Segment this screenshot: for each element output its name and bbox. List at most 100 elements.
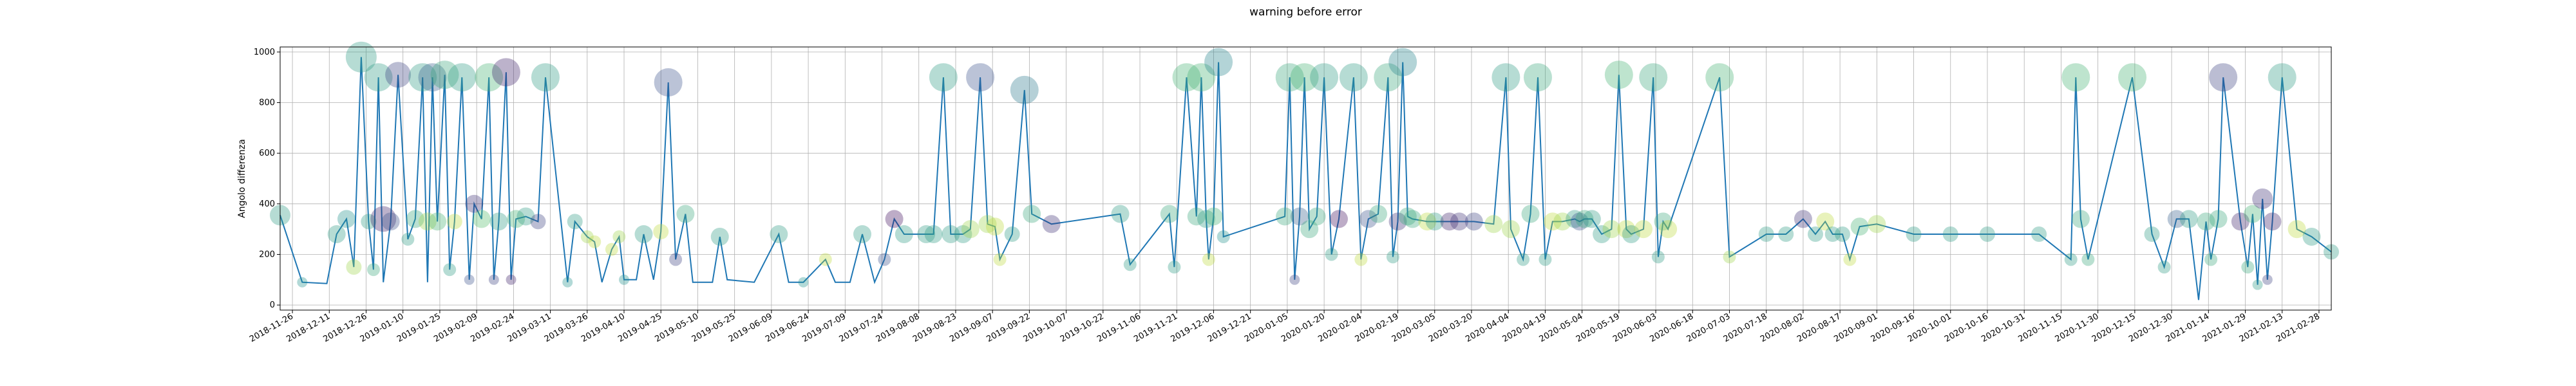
scatter-point	[1816, 212, 1835, 231]
scatter-point	[562, 277, 573, 288]
scatter-point	[1388, 48, 1417, 77]
scatter-point	[1758, 226, 1774, 243]
scatter-point	[1484, 215, 1503, 234]
y-tick-label: 0	[270, 300, 275, 310]
scatter-point	[1566, 210, 1584, 228]
scatter-point	[1111, 205, 1130, 223]
scatter-point	[1023, 205, 1041, 223]
scatter-point	[2118, 63, 2147, 92]
scatter-point	[2144, 226, 2160, 243]
scatter-point	[381, 212, 400, 231]
scatter-point	[2157, 261, 2171, 274]
scatter-point	[418, 212, 437, 231]
scatter-point	[2252, 279, 2263, 290]
scatter-point	[1307, 207, 1326, 226]
scatter-point	[993, 253, 1007, 266]
scatter-point	[878, 253, 891, 266]
scatter-point	[961, 220, 980, 239]
scatter-point	[1582, 210, 1601, 228]
scatter-point	[676, 205, 695, 223]
scatter-point	[619, 274, 630, 285]
scatter-point	[612, 230, 626, 243]
scatter-point	[2197, 212, 2215, 231]
scatter-point	[1204, 207, 1223, 226]
scatter-point	[1289, 274, 1300, 285]
scatter-point	[954, 225, 972, 244]
scatter-point	[1824, 226, 1841, 243]
scatter-point	[507, 210, 526, 228]
scatter-point	[895, 225, 913, 244]
y-axis: 0 200 400 600 800 1000	[254, 48, 280, 310]
scatter-point	[488, 274, 499, 285]
scatter-point	[337, 210, 355, 228]
scatter-point	[446, 214, 462, 230]
scatter-point	[2031, 226, 2047, 243]
scatter-point	[2209, 210, 2228, 228]
scatter-point	[1523, 63, 1552, 92]
scatter-point	[2287, 220, 2306, 239]
scatter-point	[929, 63, 958, 92]
scatter-point	[798, 277, 809, 288]
scatter-point	[530, 214, 546, 230]
scatter-point	[1807, 226, 1823, 243]
scatter-point	[634, 225, 653, 244]
scatter-point	[346, 259, 362, 275]
scatter-point	[819, 253, 832, 266]
scatter-point	[1325, 248, 1338, 261]
scatter-point	[2243, 205, 2262, 223]
scatter-point	[567, 214, 583, 230]
scatter-point	[385, 62, 412, 88]
scatter-point	[1517, 253, 1530, 266]
y-axis-label: Angolo differenza	[237, 139, 247, 218]
scatter-point	[917, 225, 936, 244]
scatter-point	[364, 63, 393, 92]
scatter-point	[1187, 207, 1206, 226]
scatter-point	[588, 235, 601, 248]
scatter-point	[443, 263, 457, 277]
scatter-point	[653, 224, 669, 240]
series-line-group	[279, 57, 2332, 300]
scatter-point	[1388, 212, 1407, 231]
scatter-point	[531, 63, 560, 92]
scatter-point	[1160, 205, 1179, 223]
scatter-point	[1275, 63, 1304, 92]
scatter-point	[710, 227, 729, 246]
scatter-point	[1042, 215, 1061, 234]
scatter-point	[1521, 205, 1540, 223]
scatter-point	[1386, 250, 1399, 264]
scatter-point	[1204, 48, 1233, 77]
scatter-point	[1834, 226, 1850, 243]
scatter-point	[2167, 210, 2186, 228]
scatter-point	[1276, 207, 1294, 226]
scatter-point	[448, 63, 477, 92]
scatter-point	[669, 253, 683, 266]
scatter-point	[978, 215, 997, 234]
scatter-point	[2262, 274, 2273, 285]
scatter-point	[366, 263, 380, 277]
scatter-point	[1593, 225, 1611, 244]
scatter-point	[1398, 207, 1417, 226]
scatter-point	[516, 207, 535, 226]
scatter-point	[1168, 261, 1181, 274]
scatter-point	[1359, 210, 1378, 228]
scatter-point	[1651, 250, 1665, 264]
scatter-point	[464, 274, 475, 285]
scatter-point	[1942, 226, 1958, 243]
scatter-point	[297, 277, 308, 288]
scatter-point	[580, 230, 594, 243]
scatter-point	[2064, 253, 2078, 266]
scatter-point	[1539, 253, 1552, 266]
scatter-point	[654, 68, 683, 97]
scatter-point	[1502, 220, 1520, 239]
scatter-point	[966, 63, 995, 92]
chart-title: warning before error	[1249, 6, 1362, 19]
scatter-point	[1123, 258, 1137, 271]
scatter-point	[418, 63, 447, 92]
scatter-point	[1634, 220, 1653, 239]
scatter-point	[1418, 212, 1437, 231]
scatter-point	[1440, 212, 1459, 231]
scatter-point	[2071, 210, 2090, 228]
scatter-point	[2179, 210, 2198, 228]
scatter-point	[1705, 63, 1734, 92]
